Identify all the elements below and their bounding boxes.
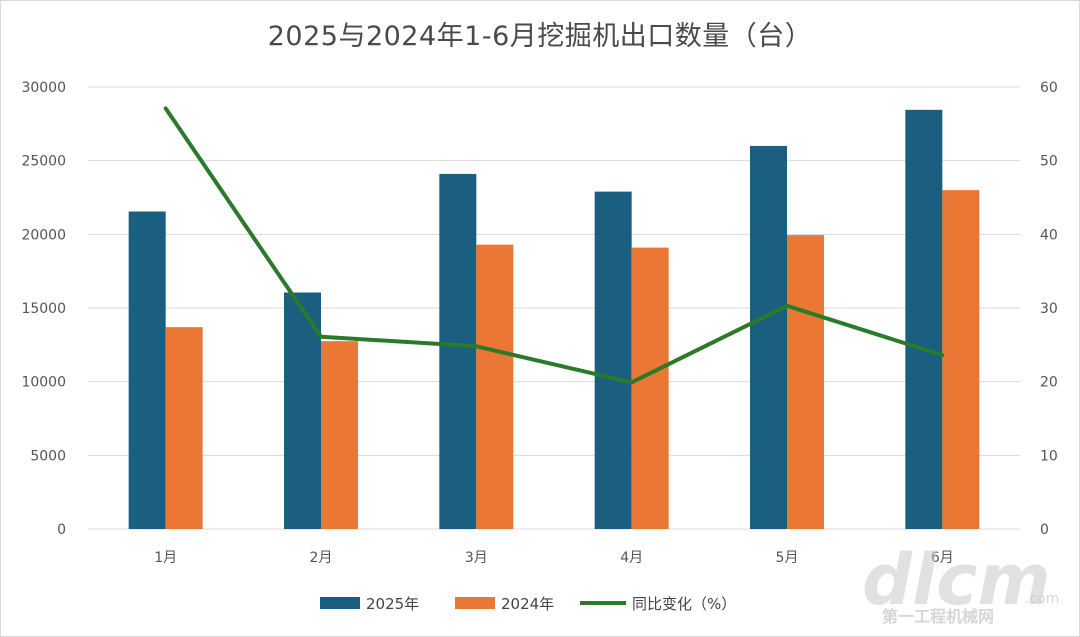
yoy-point [319,335,323,339]
bars [128,109,980,530]
y-left-tick-label: 5000 [30,448,66,464]
bar-2025 [439,173,477,529]
bar-2024 [165,327,203,529]
grid-lines [88,86,1020,530]
x-tick-label: 3月 [465,550,488,566]
y-right-tick-label: 10 [1040,448,1058,464]
y-left-tick-label: 10000 [21,375,66,391]
y-left-tick-label: 30000 [21,80,66,96]
yoy-point [785,304,789,308]
watermark-suffix-text: .com [1025,591,1059,607]
bar-2024 [631,247,669,530]
bar-2024 [476,244,514,529]
yoy-point [630,380,634,384]
bar-2025 [905,109,943,529]
bar-2024 [787,235,824,529]
y-right-tick-label: 0 [1040,522,1049,538]
y-left-tick-label: 0 [57,522,66,538]
bar-2025 [594,191,632,529]
watermark-logo: dlcm.com 第一工程机械网 [862,539,1059,626]
y-left-tick-label: 25000 [21,154,66,170]
bar-2025 [128,211,166,529]
x-tick-label: 1月 [154,550,177,566]
bar-2024 [321,341,358,529]
yoy-point [940,353,944,357]
x-tick-label: 5月 [776,550,799,566]
y-left-tick-label: 20000 [21,227,66,243]
y-right-tick-label: 40 [1040,227,1058,243]
yoy-point [164,106,168,110]
x-tick-label: 2月 [310,550,333,566]
y-left-tick-label: 15000 [21,301,66,317]
legend-label: 2024年 [501,595,554,613]
bar-2025 [284,292,321,529]
bar-2025 [750,145,787,529]
bar-2024 [942,190,980,529]
watermark-main-text: dlcm [862,539,1051,621]
y-right-tick-label: 30 [1040,301,1058,317]
chart-title: 2025与2024年1-6月挖掘机出口数量（台） [267,21,813,52]
y-right-tick-label: 50 [1040,154,1058,170]
x-tick-label: 4月 [620,550,643,566]
axis-ticks: 0 5000 10000 15000 20000 25000 30000 0 10 20 30 40 5… [21,80,1057,566]
legend-label: 2025年 [366,595,419,613]
x-tick-label: 6月 [931,550,954,566]
legend: 2025年 2024年 同比变化（%） [320,595,736,613]
y-right-tick-label: 20 [1040,375,1058,391]
legend-swatch [320,597,360,609]
legend-label: 同比变化（%） [632,595,736,613]
y-right-tick-label: 60 [1040,80,1058,96]
yoy-point [474,344,478,348]
watermark-sub-text: 第一工程机械网 [882,607,994,626]
legend-swatch [455,597,495,609]
yoy-line-path [163,106,945,385]
yoy-line [163,106,945,385]
